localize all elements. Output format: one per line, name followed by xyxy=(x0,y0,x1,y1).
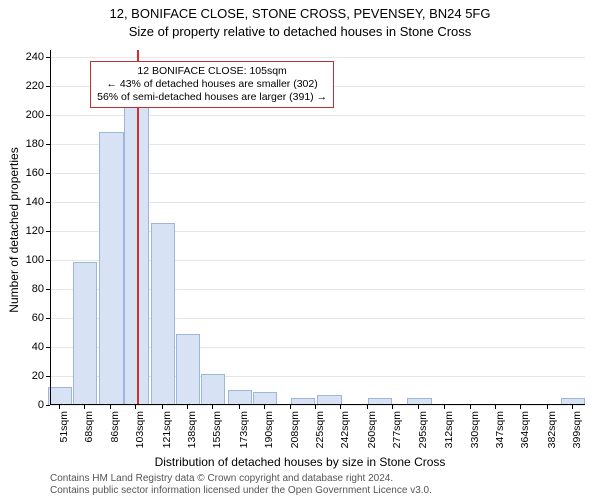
xtick-mark xyxy=(392,405,393,409)
xtick-label: 51sqm xyxy=(58,411,70,456)
ytick-label: 200 xyxy=(26,109,44,121)
ytick-label: 180 xyxy=(26,138,44,150)
annotation-line1: 12 BONIFACE CLOSE: 105sqm xyxy=(97,65,327,78)
histogram-bar xyxy=(48,387,72,405)
gridline xyxy=(50,57,585,58)
annotation-line3: 56% of semi-detached houses are larger (… xyxy=(97,91,327,104)
xtick-mark xyxy=(418,405,419,409)
plot-area: 02040608010012014016018020022024051sqm68… xyxy=(50,50,585,405)
xtick-mark xyxy=(135,405,136,409)
annotation-line2: ← 43% of detached houses are smaller (30… xyxy=(97,78,327,91)
xtick-label: 382sqm xyxy=(546,411,558,456)
ytick-label: 80 xyxy=(32,283,44,295)
chart-title-line2: Size of property relative to detached ho… xyxy=(0,24,600,39)
xtick-mark xyxy=(495,405,496,409)
xtick-label: 173sqm xyxy=(238,411,250,456)
footnote-line1: Contains HM Land Registry data © Crown c… xyxy=(50,473,432,485)
histogram-bar xyxy=(201,374,225,405)
xtick-label: 277sqm xyxy=(391,411,403,456)
ytick-label: 120 xyxy=(26,225,44,237)
xtick-mark xyxy=(84,405,85,409)
xtick-label: 347sqm xyxy=(494,411,506,456)
xtick-label: 138sqm xyxy=(186,411,198,456)
xtick-label: 68sqm xyxy=(83,411,95,456)
chart-title-line1: 12, BONIFACE CLOSE, STONE CROSS, PEVENSE… xyxy=(0,6,600,21)
histogram-bar xyxy=(73,262,97,405)
ytick-label: 40 xyxy=(32,341,44,353)
xtick-mark xyxy=(264,405,265,409)
xtick-mark xyxy=(187,405,188,409)
xtick-label: 208sqm xyxy=(289,411,301,456)
xtick-mark xyxy=(162,405,163,409)
xtick-mark xyxy=(290,405,291,409)
xtick-label: 103sqm xyxy=(134,411,146,456)
xtick-label: 330sqm xyxy=(469,411,481,456)
xtick-label: 121sqm xyxy=(161,411,173,456)
histogram-bar xyxy=(151,223,175,405)
annotation-box: 12 BONIFACE CLOSE: 105sqm← 43% of detach… xyxy=(90,61,334,108)
histogram-bar xyxy=(99,132,123,405)
xtick-mark xyxy=(212,405,213,409)
y-axis-label: Number of detached properties xyxy=(7,147,21,312)
ytick-label: 220 xyxy=(26,80,44,92)
xtick-label: 364sqm xyxy=(519,411,531,456)
xtick-mark xyxy=(340,405,341,409)
x-axis-label: Distribution of detached houses by size … xyxy=(0,455,600,469)
ytick-label: 240 xyxy=(26,51,44,63)
ytick-label: 140 xyxy=(26,196,44,208)
chart-container: { "title1": "12, BONIFACE CLOSE, STONE C… xyxy=(0,0,600,500)
footnote-line2: Contains public sector information licen… xyxy=(50,485,432,497)
xtick-label: 155sqm xyxy=(211,411,223,456)
xtick-label: 225sqm xyxy=(314,411,326,456)
xtick-mark xyxy=(239,405,240,409)
xtick-mark xyxy=(520,405,521,409)
histogram-bar xyxy=(176,334,200,405)
xtick-mark xyxy=(572,405,573,409)
footnote: Contains HM Land Registry data © Crown c… xyxy=(50,473,432,496)
xtick-mark xyxy=(470,405,471,409)
ytick-label: 160 xyxy=(26,167,44,179)
xtick-label: 312sqm xyxy=(443,411,455,456)
ytick-label: 0 xyxy=(38,399,44,411)
xtick-mark xyxy=(367,405,368,409)
xtick-label: 190sqm xyxy=(263,411,275,456)
xtick-mark xyxy=(547,405,548,409)
y-axis-line xyxy=(50,50,51,405)
y-axis-label-wrap: Number of detached properties xyxy=(14,50,26,410)
x-axis-line xyxy=(50,404,585,405)
xtick-label: 260sqm xyxy=(366,411,378,456)
xtick-label: 86sqm xyxy=(109,411,121,456)
xtick-label: 242sqm xyxy=(339,411,351,456)
ytick-mark xyxy=(46,405,50,406)
gridline xyxy=(50,405,585,406)
xtick-mark xyxy=(444,405,445,409)
ytick-label: 20 xyxy=(32,370,44,382)
xtick-mark xyxy=(110,405,111,409)
xtick-label: 399sqm xyxy=(571,411,583,456)
xtick-label: 295sqm xyxy=(417,411,429,456)
ytick-label: 100 xyxy=(26,254,44,266)
xtick-mark xyxy=(315,405,316,409)
histogram-bar xyxy=(228,390,252,405)
xtick-mark xyxy=(59,405,60,409)
ytick-label: 60 xyxy=(32,312,44,324)
